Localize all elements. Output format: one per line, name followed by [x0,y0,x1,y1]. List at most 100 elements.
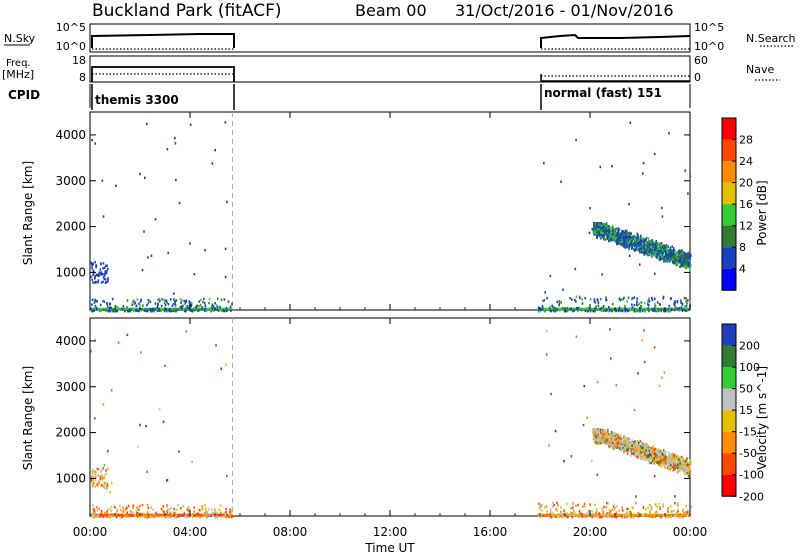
data-point [607,229,610,232]
data-point [681,459,683,463]
data-point [614,434,616,438]
data-point [669,256,671,259]
data-point [107,309,109,313]
data-point [625,308,627,311]
data-point [650,448,652,452]
data-point [210,508,213,511]
data-point [103,486,106,490]
data-point [624,447,626,450]
data-point [593,300,596,303]
data-point [224,247,227,251]
data-point [175,309,178,313]
data-point [657,255,659,258]
data-point [619,445,622,448]
data-point [664,309,667,313]
data-point [601,439,604,443]
data-point [103,277,106,281]
data-point [102,403,105,406]
data-point [101,477,103,480]
data-point [187,510,190,513]
data-point [107,449,109,453]
data-point [119,508,122,512]
data-point [649,446,651,450]
data-point [598,231,600,234]
data-point [171,308,174,311]
velocity-colorbar-label: Velocity [m s^-1] [755,366,769,470]
data-point [617,444,620,447]
data-point [687,466,690,469]
data-point [674,258,677,261]
data-point [648,449,651,453]
data-point [644,246,647,249]
data-point [151,307,154,311]
data-point [617,227,619,230]
data-point [616,240,619,244]
data-point [202,300,204,304]
data-point [215,515,218,519]
data-point [102,299,104,303]
data-point [177,515,179,518]
data-point [686,514,689,517]
colorbar-tick-label: 12 [739,220,753,233]
data-point [150,254,153,258]
data-point [95,280,97,284]
data-point [172,309,175,312]
data-point [670,510,673,513]
data-point [143,308,146,311]
data-point [204,307,207,310]
data-point [208,301,210,305]
data-point [96,467,99,471]
data-point [201,507,204,511]
data-point [597,225,600,229]
data-point [659,308,662,311]
data-point [572,502,574,505]
data-point [115,309,118,313]
data-point [95,471,97,474]
data-point [209,309,212,313]
data-point [133,514,136,517]
data-point [651,252,653,255]
data-point [668,458,670,461]
data-point [682,251,685,254]
data-point [599,165,602,169]
data-point [683,305,686,308]
data-point [166,515,169,519]
data-point [615,511,618,514]
data-point [137,511,140,515]
data-point [649,456,652,459]
data-point [178,515,180,518]
data-point [150,309,152,313]
data-point [91,298,94,302]
data-point [667,461,669,464]
data-point [178,450,180,453]
data-point [132,504,135,507]
data-point [114,304,117,308]
data-point [643,240,645,243]
data-point [148,299,151,303]
data-point [608,308,611,311]
data-point [666,255,668,258]
data-point [119,515,122,519]
data-point [677,502,679,505]
data-point [651,298,654,301]
data-point [193,272,196,276]
data-point [595,304,597,308]
data-point [628,239,631,242]
data-point [163,301,166,305]
data-point [175,178,177,182]
data-point [140,298,142,302]
data-point [649,453,652,456]
data-point [157,309,159,312]
data-point [552,514,554,518]
data-point [212,514,214,517]
data-point [569,513,572,516]
data-point [162,510,164,513]
data-point [626,511,628,514]
data-point [683,469,686,473]
data-point [648,509,651,513]
data-point [566,307,569,310]
data-point [146,511,149,514]
data-point [185,330,188,333]
data-point [647,298,650,302]
data-point [633,309,636,313]
